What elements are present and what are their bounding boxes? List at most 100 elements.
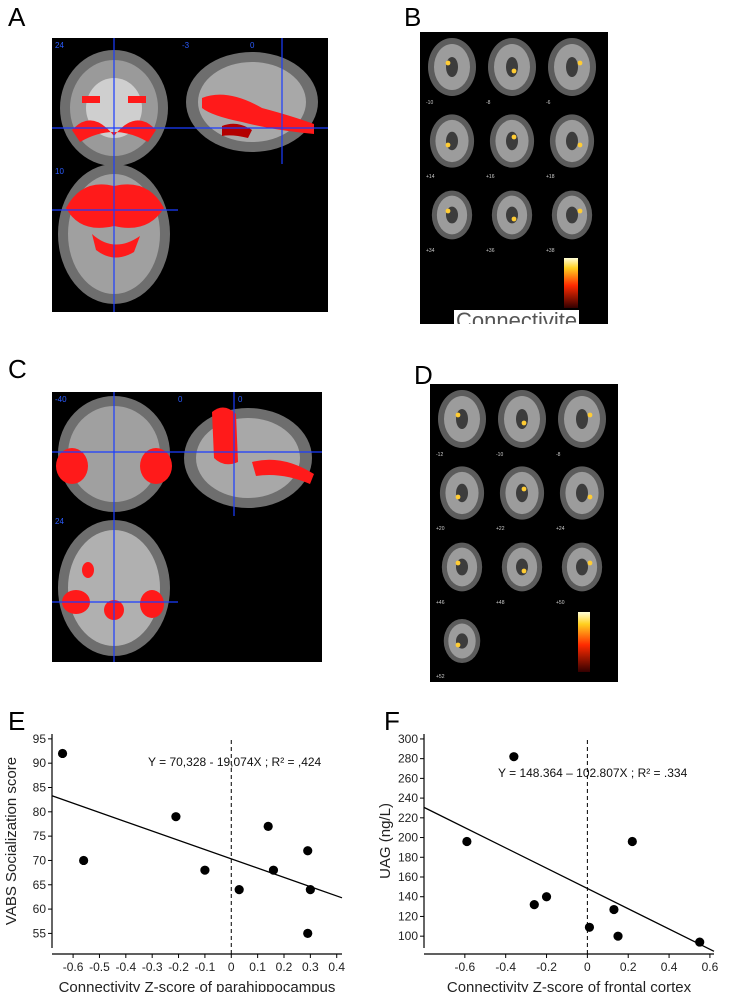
data-point [627,836,637,847]
slice-label: +24 [556,526,565,532]
data-point [268,865,279,875]
panel-b-footer-text: Connectivite [454,310,580,324]
slice-label: -3 [182,41,190,50]
brain-slice: +24 [556,466,605,532]
y-tick-label: 55 [33,926,47,940]
activation-spot [587,560,593,566]
panel-label-e: E [8,706,26,736]
y-tick-label: 260 [398,771,418,785]
brain-slice: -8 [486,38,536,106]
regression-line [423,806,715,952]
activation-spot [577,208,583,214]
x-tick-label: -0.4 [115,960,136,974]
panel-label-b: B [404,2,422,32]
regression-line [51,795,343,899]
data-point [695,937,705,947]
x-tick-label: -0.2 [168,960,189,974]
activation-spot [521,486,527,492]
data-point [171,812,181,822]
data-point [79,855,89,866]
y-tick-label: 90 [33,756,47,770]
slice-label: +14 [426,174,435,180]
data-point [584,922,595,932]
y-axis-label: UAG (ng/L) [377,803,394,879]
brain-slice: +50 [556,542,603,606]
x-tick-label: -0.2 [536,960,557,974]
brain-slice: +18 [546,114,595,180]
y-tick-label: 160 [398,870,418,884]
data-point [57,748,68,759]
slice-label: +46 [436,600,445,606]
data-point [613,931,623,941]
brain-slice: +34 [426,190,473,254]
activation-spot [511,68,517,74]
data-point [462,836,472,847]
brain-orthoview-a: 24 -3 0 10 [52,38,328,312]
y-tick-label: 85 [33,781,47,795]
slice-label: 24 [55,41,64,50]
activation-spot [587,494,593,500]
brain-slice: +22 [496,466,545,532]
slice-label: +48 [496,600,505,606]
data-point [541,892,552,902]
slice-label: +36 [486,248,495,254]
activation-spot [445,60,451,66]
x-tick-label: -0.6 [455,960,476,974]
regression-equation: Y = 70,328 - 19,074X ; R² = ,424 [148,755,322,769]
y-tick-label: 180 [398,850,418,864]
activation-spot [445,142,451,148]
y-tick-label: 95 [33,732,47,746]
brain-slice: +46 [436,542,483,606]
y-tick-label: 200 [398,831,418,845]
x-tick-label: -0.4 [495,960,516,974]
slice-label: +16 [486,174,495,180]
brain-slice: +38 [546,190,593,254]
slice-label: -12 [436,452,443,458]
data-point [263,821,273,832]
brain-slice: +16 [486,114,535,180]
x-tick-label: 0.3 [302,960,319,974]
x-tick-label: -0.3 [142,960,163,974]
x-tick-label: -0.5 [89,960,110,974]
scatter-chart-f: 100 120 140 160 180 200 220 240 260 280 300 -0.6 -0.… [374,726,730,992]
slice-label: +22 [496,526,505,532]
slice-label: 0 [238,395,243,404]
data-point [303,846,313,856]
slice-label: 0 [178,395,183,404]
y-tick-label: 65 [33,878,47,892]
data-point [234,885,244,895]
activation-spot [455,494,461,500]
activation-spot [455,560,461,566]
slice-label: 24 [55,517,64,526]
slice-label: +50 [556,600,565,606]
y-tick-label: 280 [398,752,418,766]
activation-spot [587,412,593,418]
brain-slice: +52 [436,618,481,680]
slice-label: 0 [250,41,255,50]
data-point [200,865,210,875]
colorbar [564,258,578,308]
slice-label: +38 [546,248,555,254]
scatter-chart-e: 55 60 65 70 75 80 85 90 95 -0.6 -0.5 -0.4 -0.3 -0.2 -0… [0,726,360,992]
brain-mosaic-d: -12 -10 -8 +20 +22 +24 +46 +48 +50 +52 [430,384,618,682]
x-tick-label: 0.2 [620,960,637,974]
x-tick-label: -0.1 [195,960,216,974]
y-tick-label: 300 [398,732,418,746]
x-tick-label: 0.1 [249,960,266,974]
activation-spot [511,216,517,222]
x-axis-label: Connectivity Z-score of parahippocampus [59,979,336,992]
slice-label: -10 [496,452,503,458]
activation-spot [511,134,517,140]
slice-label: 10 [55,167,64,176]
activation-spot [521,568,527,574]
data-point [509,752,519,762]
data-point [303,928,313,939]
brain-slice: +20 [436,466,485,532]
slice-label: -40 [55,395,67,404]
brain-slice: -10 [496,390,546,458]
x-axis-label: Connectivity Z-score of frontal cortex [447,979,692,992]
y-tick-label: 240 [398,791,418,805]
y-tick-label: 75 [33,829,47,843]
regression-equation: Y = 148.364 – 102.807X ; R² = .334 [498,766,688,780]
data-point [305,885,315,895]
